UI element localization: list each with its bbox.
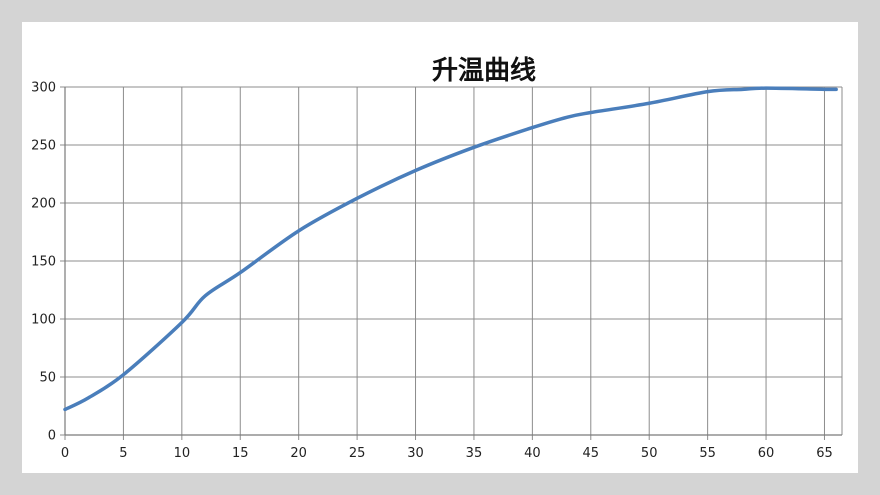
x-tick-label: 15 xyxy=(232,446,249,461)
x-tick-label: 10 xyxy=(174,446,191,461)
x-tick-label: 45 xyxy=(583,446,600,461)
y-tick-label: 100 xyxy=(31,313,56,328)
y-tick-label: 300 xyxy=(31,81,56,96)
x-tick-label: 35 xyxy=(466,446,483,461)
y-tick-label: 250 xyxy=(31,139,56,154)
x-tick-label: 30 xyxy=(407,446,424,461)
x-tick-label: 40 xyxy=(524,446,541,461)
line-chart: 0 50 100 150 200 250 300 0 5 10 15 20 25 30 35 40 45 50 55… xyxy=(31,81,843,461)
x-tick-label: 20 xyxy=(290,446,307,461)
x-tick-label: 0 xyxy=(61,446,69,461)
x-tick-label: 60 xyxy=(758,446,775,461)
y-tick-label: 50 xyxy=(39,371,56,386)
y-tick-label: 150 xyxy=(31,255,56,270)
chart-card: 0 50 100 150 200 250 300 0 5 10 15 20 25 30 35 40 45 50 55… xyxy=(22,22,858,473)
x-tick-label: 25 xyxy=(349,446,366,461)
y-tick-label: 0 xyxy=(48,429,56,444)
x-tick-label: 55 xyxy=(699,446,716,461)
x-tick-label: 65 xyxy=(816,446,833,461)
y-tick-label: 200 xyxy=(31,197,56,212)
x-tick-label: 50 xyxy=(641,446,658,461)
chart-title: 升温曲线 xyxy=(431,56,536,86)
series-line xyxy=(63,86,838,412)
x-tick-label: 5 xyxy=(119,446,127,461)
